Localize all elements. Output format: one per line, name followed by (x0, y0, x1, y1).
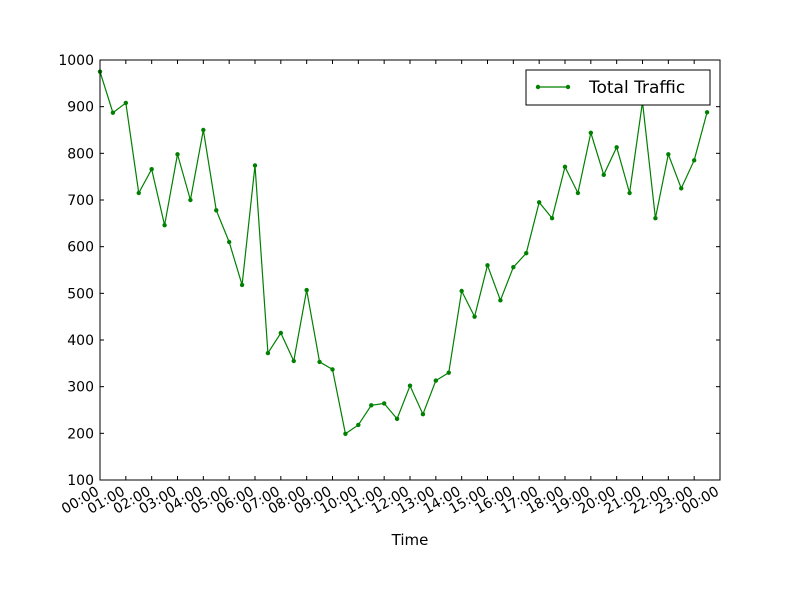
y-tick-label: 900 (67, 100, 94, 116)
data-point (498, 298, 503, 303)
data-point (214, 208, 219, 213)
data-point (201, 127, 206, 133)
y-tick-label: 200 (67, 426, 94, 442)
y-tick-label: 400 (67, 333, 94, 349)
data-point (317, 359, 322, 365)
data-point (614, 145, 619, 150)
data-point (549, 216, 555, 221)
legend-marker (535, 84, 541, 90)
y-tick-label: 500 (67, 286, 94, 302)
legend-marker (565, 84, 571, 90)
y-axis: 100 200 300 400 500 600 700 800 900 1000 (58, 53, 720, 489)
y-tick-label: 100 (67, 473, 94, 489)
data-point (588, 130, 594, 135)
y-tick-label: 600 (67, 240, 94, 256)
data-point (265, 350, 271, 356)
data-point (653, 216, 658, 221)
data-point (252, 163, 258, 168)
data-point (226, 239, 232, 245)
data-point (459, 288, 464, 294)
plot-area-frame (99, 59, 721, 481)
data-point (162, 223, 167, 228)
data-point (524, 251, 529, 256)
data-point (704, 110, 710, 115)
data-point (472, 314, 477, 319)
y-tick-label: 1000 (58, 53, 94, 69)
legend-label: Total Traffic (588, 78, 685, 98)
data-point (291, 358, 296, 364)
data-point (691, 158, 697, 163)
data-point (239, 282, 245, 288)
data-point (381, 401, 387, 406)
data-point (188, 197, 193, 203)
data-point (575, 190, 581, 196)
data-point (511, 265, 516, 270)
y-tick-label: 700 (67, 193, 94, 209)
series-line (99, 71, 708, 435)
data-point (343, 431, 348, 436)
data-point (369, 403, 374, 408)
data-point (175, 152, 180, 157)
data-point (666, 152, 671, 157)
data-point (278, 330, 284, 336)
data-point (485, 263, 490, 268)
data-point (446, 370, 451, 375)
y-tick-label: 300 (67, 380, 94, 396)
x-axis: 00:0001:0002:0003:0004:0005:0006:0007:00… (59, 60, 722, 518)
data-point (149, 167, 154, 172)
data-point (433, 378, 439, 383)
y-tick-label: 800 (67, 146, 94, 162)
data-point (123, 100, 129, 106)
x-axis-label: Time (391, 531, 429, 549)
data-point (304, 287, 309, 293)
data-point (679, 186, 684, 191)
data-point (562, 164, 568, 170)
data-point (601, 172, 606, 177)
data-point (407, 383, 413, 388)
data-point (420, 412, 426, 417)
data-point (627, 190, 632, 196)
data-point (394, 416, 400, 422)
data-point (536, 200, 542, 205)
data-point (356, 422, 361, 428)
legend: Total Traffic (525, 69, 711, 106)
series-layer (97, 69, 710, 436)
data-point (136, 190, 141, 196)
data-point (110, 110, 116, 115)
data-point (330, 367, 335, 372)
